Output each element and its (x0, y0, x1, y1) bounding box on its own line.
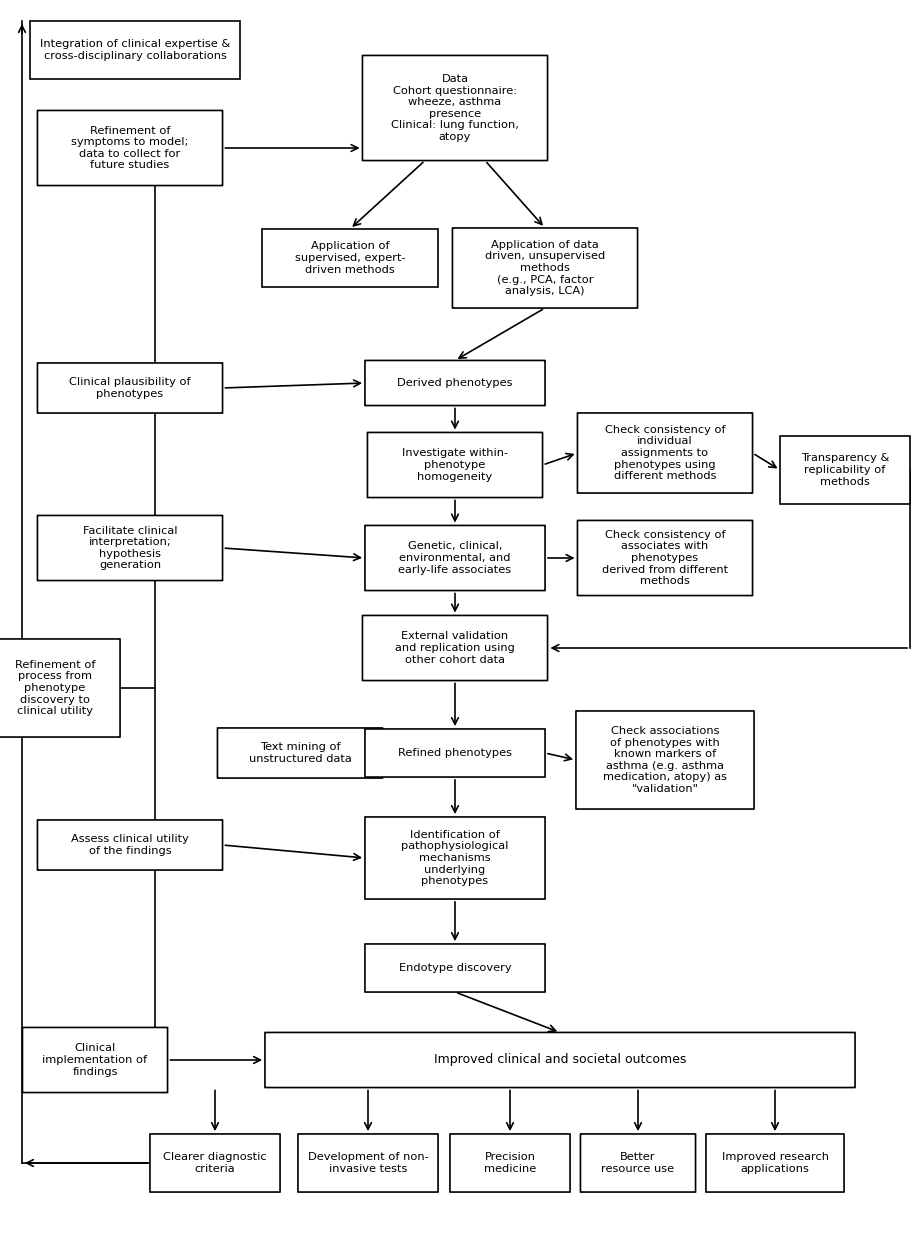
Text: Improved clinical and societal outcomes: Improved clinical and societal outcomes (434, 1054, 687, 1066)
Text: Refinement of
symptoms to model;
data to collect for
future studies: Refinement of symptoms to model; data to… (71, 125, 189, 171)
FancyBboxPatch shape (365, 360, 545, 406)
FancyBboxPatch shape (265, 1032, 855, 1087)
FancyBboxPatch shape (150, 1134, 280, 1192)
FancyBboxPatch shape (362, 56, 548, 161)
Text: Facilitate clinical
interpretation;
hypothesis
generation: Facilitate clinical interpretation; hypo… (83, 526, 177, 571)
FancyBboxPatch shape (577, 413, 752, 493)
FancyBboxPatch shape (581, 1134, 696, 1192)
FancyBboxPatch shape (365, 943, 545, 992)
FancyBboxPatch shape (37, 110, 223, 186)
FancyBboxPatch shape (576, 711, 754, 810)
FancyBboxPatch shape (23, 1028, 168, 1093)
Text: Application of data
driven, unsupervised
methods
(e.g., PCA, factor
analysis, LC: Application of data driven, unsupervised… (485, 240, 605, 296)
Text: Improved research
applications: Improved research applications (721, 1153, 828, 1174)
Text: Clearer diagnostic
criteria: Clearer diagnostic criteria (163, 1153, 267, 1174)
FancyBboxPatch shape (365, 817, 545, 899)
FancyBboxPatch shape (450, 1134, 570, 1192)
Text: Development of non-
invasive tests: Development of non- invasive tests (308, 1153, 428, 1174)
FancyBboxPatch shape (453, 228, 637, 308)
Text: Check consistency of
individual
assignments to
phenotypes using
different method: Check consistency of individual assignme… (604, 425, 725, 482)
Text: Assess clinical utility
of the findings: Assess clinical utility of the findings (71, 834, 189, 855)
Text: Precision
medicine: Precision medicine (484, 1153, 536, 1174)
FancyBboxPatch shape (37, 820, 223, 870)
Text: Data
Cohort questionnaire:
wheeze, asthma
presence
Clinical: lung function,
atop: Data Cohort questionnaire: wheeze, asthm… (391, 74, 519, 142)
Text: Application of
supervised, expert-
driven methods: Application of supervised, expert- drive… (295, 241, 405, 275)
Text: External validation
and replication using
other cohort data: External validation and replication usin… (395, 631, 515, 665)
Text: Better
resource use: Better resource use (602, 1153, 675, 1174)
FancyBboxPatch shape (365, 525, 545, 591)
FancyBboxPatch shape (30, 21, 240, 79)
FancyBboxPatch shape (298, 1134, 438, 1192)
Text: Clinical
implementation of
findings: Clinical implementation of findings (42, 1044, 148, 1077)
FancyBboxPatch shape (217, 728, 383, 777)
FancyBboxPatch shape (706, 1134, 844, 1192)
Text: Investigate within-
phenotype
homogeneity: Investigate within- phenotype homogeneit… (402, 448, 508, 482)
FancyBboxPatch shape (0, 639, 120, 737)
FancyBboxPatch shape (362, 615, 548, 681)
Text: Text mining of
unstructured data: Text mining of unstructured data (248, 743, 352, 764)
Text: Check consistency of
associates with
phenotypes
derived from different
methods: Check consistency of associates with phe… (602, 530, 728, 587)
Text: Transparency &
replicability of
methods: Transparency & replicability of methods (801, 453, 889, 487)
Text: Refinement of
process from
phenotype
discovery to
clinical utility: Refinement of process from phenotype dis… (15, 660, 95, 717)
FancyBboxPatch shape (577, 520, 752, 595)
Text: Genetic, clinical,
environmental, and
early-life associates: Genetic, clinical, environmental, and ea… (398, 541, 511, 574)
FancyBboxPatch shape (365, 729, 545, 777)
Text: Check associations
of phenotypes with
known markers of
asthma (e.g. asthma
medic: Check associations of phenotypes with kn… (603, 725, 727, 794)
Text: Integration of clinical expertise &
cross-disciplinary collaborations: Integration of clinical expertise & cros… (40, 40, 230, 61)
FancyBboxPatch shape (262, 229, 437, 287)
FancyBboxPatch shape (37, 515, 223, 581)
FancyBboxPatch shape (780, 436, 910, 504)
FancyBboxPatch shape (37, 363, 223, 413)
Text: Derived phenotypes: Derived phenotypes (397, 378, 513, 387)
Text: Refined phenotypes: Refined phenotypes (398, 748, 512, 758)
Text: Endotype discovery: Endotype discovery (399, 963, 511, 973)
Text: Identification of
pathophysiological
mechanisms
underlying
phenotypes: Identification of pathophysiological mec… (402, 829, 509, 886)
FancyBboxPatch shape (367, 432, 542, 498)
Text: Clinical plausibility of
phenotypes: Clinical plausibility of phenotypes (69, 378, 191, 399)
